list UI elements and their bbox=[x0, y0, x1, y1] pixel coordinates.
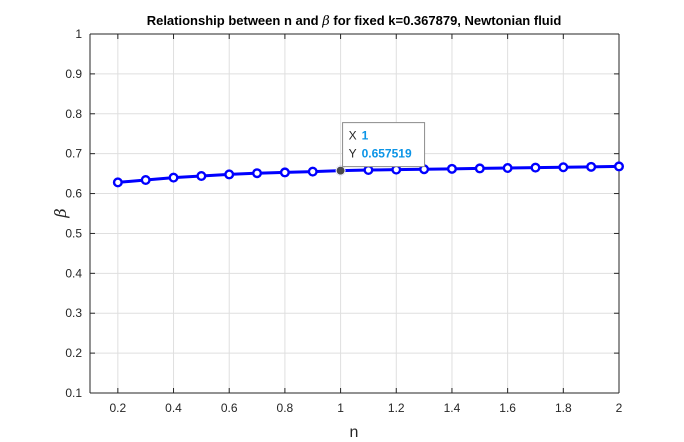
datatip-x-key: X bbox=[349, 129, 357, 143]
data-point-marker bbox=[252, 168, 263, 179]
grid-lines bbox=[90, 33, 620, 394]
y-tick-label: 0.4 bbox=[65, 266, 82, 280]
series-layer bbox=[112, 161, 625, 188]
datatip-x-value: 1 bbox=[362, 129, 369, 143]
x-tick-label: 1.2 bbox=[388, 401, 405, 415]
datatip[interactable]: X 1Y 0.657519 bbox=[335, 122, 426, 176]
chart-title-prefix: Relationship between n and bbox=[147, 13, 323, 28]
datatip-box[interactable] bbox=[342, 122, 426, 168]
data-point-marker bbox=[363, 165, 374, 176]
x-tick-label: 0.2 bbox=[109, 401, 126, 415]
x-tick-label: 1 bbox=[337, 401, 344, 415]
data-point-marker bbox=[614, 161, 625, 172]
datatip-marker[interactable] bbox=[335, 165, 346, 176]
data-point-marker bbox=[279, 167, 290, 178]
x-tick-label: 1.8 bbox=[555, 401, 572, 415]
y-axis-label: β bbox=[51, 208, 70, 218]
data-point-marker bbox=[446, 163, 457, 174]
data-point-marker bbox=[307, 166, 318, 177]
data-point-marker bbox=[530, 162, 541, 173]
chart-title-suffix: for fixed k=0.367879, Newtonian fluid bbox=[330, 13, 562, 28]
axes bbox=[89, 33, 620, 394]
data-point-marker bbox=[502, 163, 513, 174]
y-tick-label: 0.7 bbox=[65, 147, 82, 161]
x-tick-label: 2 bbox=[616, 401, 623, 415]
datatip-y-key: Y bbox=[349, 147, 357, 161]
x-axis-label: n bbox=[350, 424, 359, 441]
data-point-marker bbox=[586, 161, 597, 172]
y-tick-label: 0.6 bbox=[65, 187, 82, 201]
y-tick-label: 0.1 bbox=[65, 386, 82, 400]
x-tick-label: 0.8 bbox=[277, 401, 294, 415]
datatip-y-value: 0.657519 bbox=[362, 147, 412, 161]
x-tick-labels: 0.2 0.4 0.6 0.8 1 1.2 1.4 1.6 1.8 2 bbox=[109, 401, 622, 415]
data-point-marker bbox=[168, 172, 179, 183]
chart-title-symbol: β bbox=[321, 14, 330, 29]
data-point-marker bbox=[196, 171, 207, 182]
y-tick-label: 1 bbox=[75, 27, 82, 41]
x-tick-label: 1.4 bbox=[444, 401, 461, 415]
data-point-marker bbox=[558, 162, 569, 173]
y-tick-label: 0.3 bbox=[65, 306, 82, 320]
data-point-marker bbox=[140, 174, 151, 185]
y-tick-label: 0.8 bbox=[65, 107, 82, 121]
y-tick-label: 0.2 bbox=[65, 346, 82, 360]
data-point-marker bbox=[224, 169, 235, 180]
chart-title: Relationship between n and β for fixed k… bbox=[147, 13, 562, 29]
data-point-marker bbox=[474, 163, 485, 174]
data-point-marker bbox=[112, 177, 123, 188]
x-tick-label: 1.6 bbox=[499, 401, 516, 415]
y-tick-label: 0.5 bbox=[65, 226, 82, 240]
y-tick-label: 0.9 bbox=[65, 67, 82, 81]
tick-marks bbox=[90, 33, 620, 394]
y-tick-labels: 0.1 0.2 0.3 0.4 0.5 0.6 0.7 0.8 0.9 1 bbox=[65, 27, 82, 400]
x-tick-label: 0.4 bbox=[165, 401, 182, 415]
x-tick-label: 0.6 bbox=[221, 401, 238, 415]
